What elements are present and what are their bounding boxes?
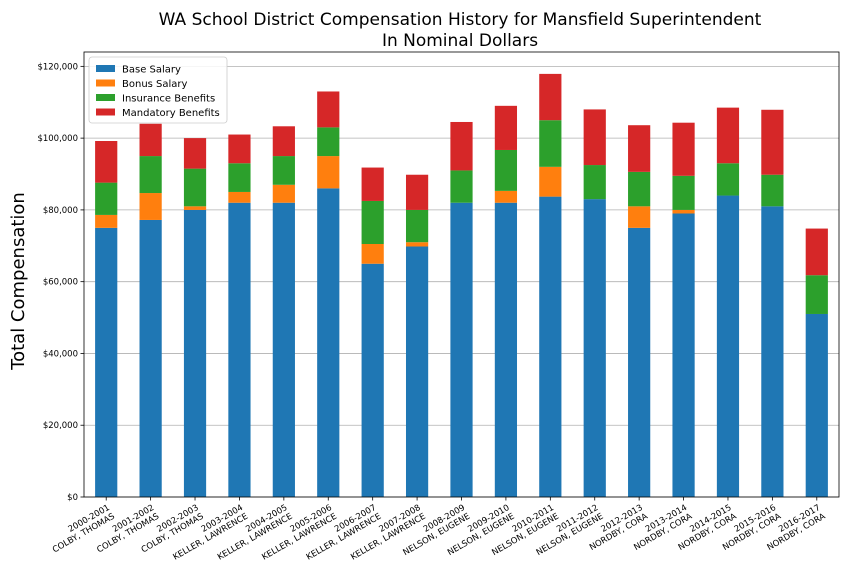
bar-base-salary	[361, 263, 384, 497]
bar-mandatory-benefits	[761, 109, 784, 175]
y-axis-label: Total Compensation	[8, 192, 29, 371]
bar-mandatory-benefits	[183, 138, 207, 169]
bar-bonus-salary	[494, 190, 518, 203]
bar-base-salary	[272, 202, 295, 497]
bar-insurance-benefits	[450, 170, 473, 203]
bar-base-salary	[494, 202, 518, 497]
bar-mandatory-benefits	[450, 121, 473, 171]
bar-mandatory-benefits	[805, 228, 828, 276]
bar-base-salary	[450, 202, 473, 497]
legend-entry: Insurance Benefits	[122, 94, 215, 105]
legend: Base Salary Bonus Salary Insurance Benefit…	[88, 56, 228, 124]
bar-mandatory-benefits	[494, 105, 518, 150]
axes	[80, 51, 840, 501]
bar-mandatory-benefits	[583, 109, 606, 166]
bar-mandatory-benefits	[672, 122, 695, 176]
bar-insurance-benefits	[761, 174, 784, 207]
chart-title: WA School District Compensation History …	[159, 10, 762, 30]
bar-insurance-benefits	[228, 163, 251, 192]
bar-insurance-benefits	[628, 171, 651, 207]
bar-bonus-salary	[139, 193, 162, 220]
bar-mandatory-benefits	[228, 134, 251, 164]
legend-swatch	[96, 79, 115, 87]
bar-insurance-benefits	[272, 156, 295, 185]
bar-base-salary	[672, 213, 695, 497]
bar-mandatory-benefits	[317, 91, 340, 128]
bar-insurance-benefits	[494, 149, 518, 191]
bar-mandatory-benefits	[716, 107, 740, 164]
bar-base-salary	[95, 227, 118, 497]
bar-insurance-benefits	[672, 175, 695, 210]
bar-base-salary	[317, 188, 340, 497]
bar-bonus-salary	[539, 166, 562, 197]
bar-insurance-benefits	[583, 165, 606, 200]
bar-base-salary	[539, 196, 562, 497]
y-tick-label: $120,000	[37, 62, 78, 72]
legend-box	[88, 56, 228, 124]
bar-bonus-salary	[628, 206, 651, 228]
bar-base-salary	[716, 195, 740, 497]
bar-mandatory-benefits	[95, 141, 118, 183]
y-tick-label: $80,000	[43, 206, 78, 216]
bar-base-salary	[628, 227, 651, 497]
bar-bonus-salary	[405, 242, 429, 247]
bar-bonus-salary	[317, 156, 340, 189]
bar-mandatory-benefits	[139, 123, 162, 157]
bar-insurance-benefits	[361, 200, 384, 244]
bar-insurance-benefits	[805, 275, 828, 314]
bar-bonus-salary	[95, 214, 118, 228]
bar-insurance-benefits	[139, 156, 162, 194]
bar-mandatory-benefits	[405, 174, 429, 210]
legend-entry: Base Salary	[122, 65, 181, 76]
bar-mandatory-benefits	[272, 126, 295, 157]
bar-base-salary	[139, 219, 162, 498]
bar-bonus-salary	[361, 243, 384, 264]
bar-insurance-benefits	[405, 209, 429, 243]
bar-base-salary	[228, 202, 251, 497]
bar-bonus-salary	[228, 191, 251, 203]
y-tick-label: $20,000	[43, 421, 78, 431]
y-tick-label: $0	[67, 493, 78, 503]
bar-insurance-benefits	[539, 120, 562, 167]
bar-insurance-benefits	[317, 127, 340, 157]
bar-bonus-salary	[183, 206, 207, 210]
legend-entry: Mandatory Benefits	[122, 108, 220, 119]
y-tick-label: $100,000	[37, 134, 78, 144]
legend-entry: Bonus Salary	[122, 79, 188, 90]
bar-mandatory-benefits	[539, 73, 562, 121]
chart-subtitle: In Nominal Dollars	[382, 31, 538, 51]
bar-insurance-benefits	[183, 168, 207, 207]
legend-swatch	[96, 94, 115, 101]
bar-insurance-benefits	[716, 163, 740, 196]
bar-bonus-salary	[672, 209, 695, 214]
bar-mandatory-benefits	[628, 125, 651, 172]
bar-base-salary	[405, 246, 429, 497]
bar-base-salary	[805, 313, 828, 497]
plot-frame	[83, 51, 840, 498]
legend-swatch	[96, 65, 115, 72]
y-tick-label: $40,000	[43, 349, 78, 359]
bar-base-salary	[761, 206, 784, 497]
bar-base-salary	[183, 209, 207, 497]
bars	[95, 73, 828, 498]
bar-mandatory-benefits	[361, 167, 384, 201]
y-tick-label: $60,000	[43, 278, 78, 288]
bar-base-salary	[583, 199, 606, 498]
legend-swatch	[96, 108, 115, 116]
bar-insurance-benefits	[95, 182, 118, 215]
bar-bonus-salary	[272, 184, 295, 203]
